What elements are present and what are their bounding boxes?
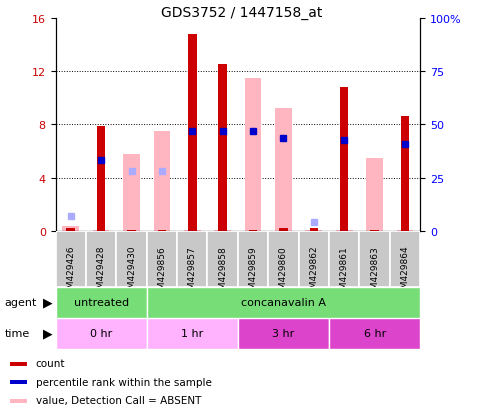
Bar [127,230,136,231]
Text: GSM429858: GSM429858 [218,245,227,300]
Bar [86,231,116,287]
Text: agent: agent [5,297,37,308]
Text: untreated: untreated [73,297,128,308]
Bar [97,126,105,231]
Bar [245,78,261,231]
Bar [310,228,318,231]
Text: GSM429426: GSM429426 [66,245,75,299]
Text: GSM429859: GSM429859 [249,245,257,300]
Bar [370,230,379,231]
Bar [10,380,27,385]
Bar [366,158,383,231]
Bar [359,231,390,287]
Bar [147,318,238,349]
Text: percentile rank within the sample: percentile rank within the sample [36,377,212,387]
Text: value, Detection Call = ABSENT: value, Detection Call = ABSENT [36,395,201,405]
Bar [238,318,329,349]
Text: GSM429863: GSM429863 [370,245,379,300]
Bar [275,109,292,231]
Text: ▶: ▶ [43,327,52,340]
Bar [154,132,170,231]
Bar [10,399,27,403]
Bar [329,231,359,287]
Text: time: time [5,328,30,339]
Bar [401,117,409,231]
Text: GDS3752 / 1447158_at: GDS3752 / 1447158_at [161,6,322,20]
Bar [116,231,147,287]
Bar [208,231,238,287]
Text: GSM429862: GSM429862 [309,245,318,300]
Text: ▶: ▶ [43,296,52,309]
Text: GSM429430: GSM429430 [127,245,136,300]
Bar [249,230,257,231]
Bar [56,287,147,318]
Text: concanavalin A: concanavalin A [241,297,326,308]
Bar [93,230,110,231]
Text: GSM429857: GSM429857 [188,245,197,300]
Bar [336,230,353,231]
Bar [305,230,322,231]
Bar [390,231,420,287]
Bar [238,231,268,287]
Bar [147,287,420,318]
Bar [397,230,413,231]
Bar [177,231,208,287]
Bar [329,318,420,349]
Bar [268,231,298,287]
Bar [218,65,227,231]
Text: 1 hr: 1 hr [181,328,203,339]
Bar [67,229,75,231]
Text: GSM429864: GSM429864 [400,245,410,300]
Bar [56,231,86,287]
Bar [62,227,79,231]
Text: count: count [36,358,65,368]
Text: 3 hr: 3 hr [272,328,295,339]
Bar [157,230,166,231]
Text: GSM429856: GSM429856 [157,245,167,300]
Bar [184,230,200,231]
Bar [188,35,197,231]
Bar [147,231,177,287]
Text: 6 hr: 6 hr [364,328,386,339]
Bar [123,154,140,231]
Text: 0 hr: 0 hr [90,328,112,339]
Text: GSM429860: GSM429860 [279,245,288,300]
Bar [279,229,288,231]
Text: GSM429861: GSM429861 [340,245,349,300]
Bar [214,230,231,231]
Bar [340,88,349,231]
Text: GSM429428: GSM429428 [97,245,106,299]
Bar [10,362,27,366]
Bar [56,318,147,349]
Bar [298,231,329,287]
